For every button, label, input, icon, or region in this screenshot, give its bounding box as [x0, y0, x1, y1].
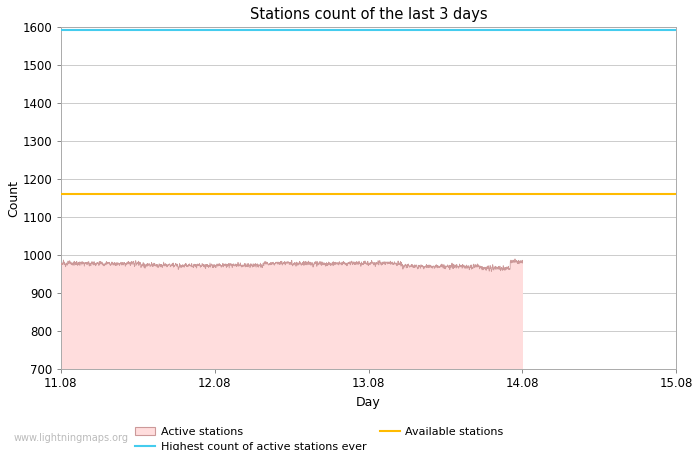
- Y-axis label: Count: Count: [7, 180, 20, 216]
- Title: Stations count of the last 3 days: Stations count of the last 3 days: [250, 7, 487, 22]
- Legend: Active stations, Highest count of active stations ever, Available stations: Active stations, Highest count of active…: [135, 427, 503, 450]
- Text: www.lightningmaps.org: www.lightningmaps.org: [14, 433, 129, 443]
- X-axis label: Day: Day: [356, 396, 381, 409]
